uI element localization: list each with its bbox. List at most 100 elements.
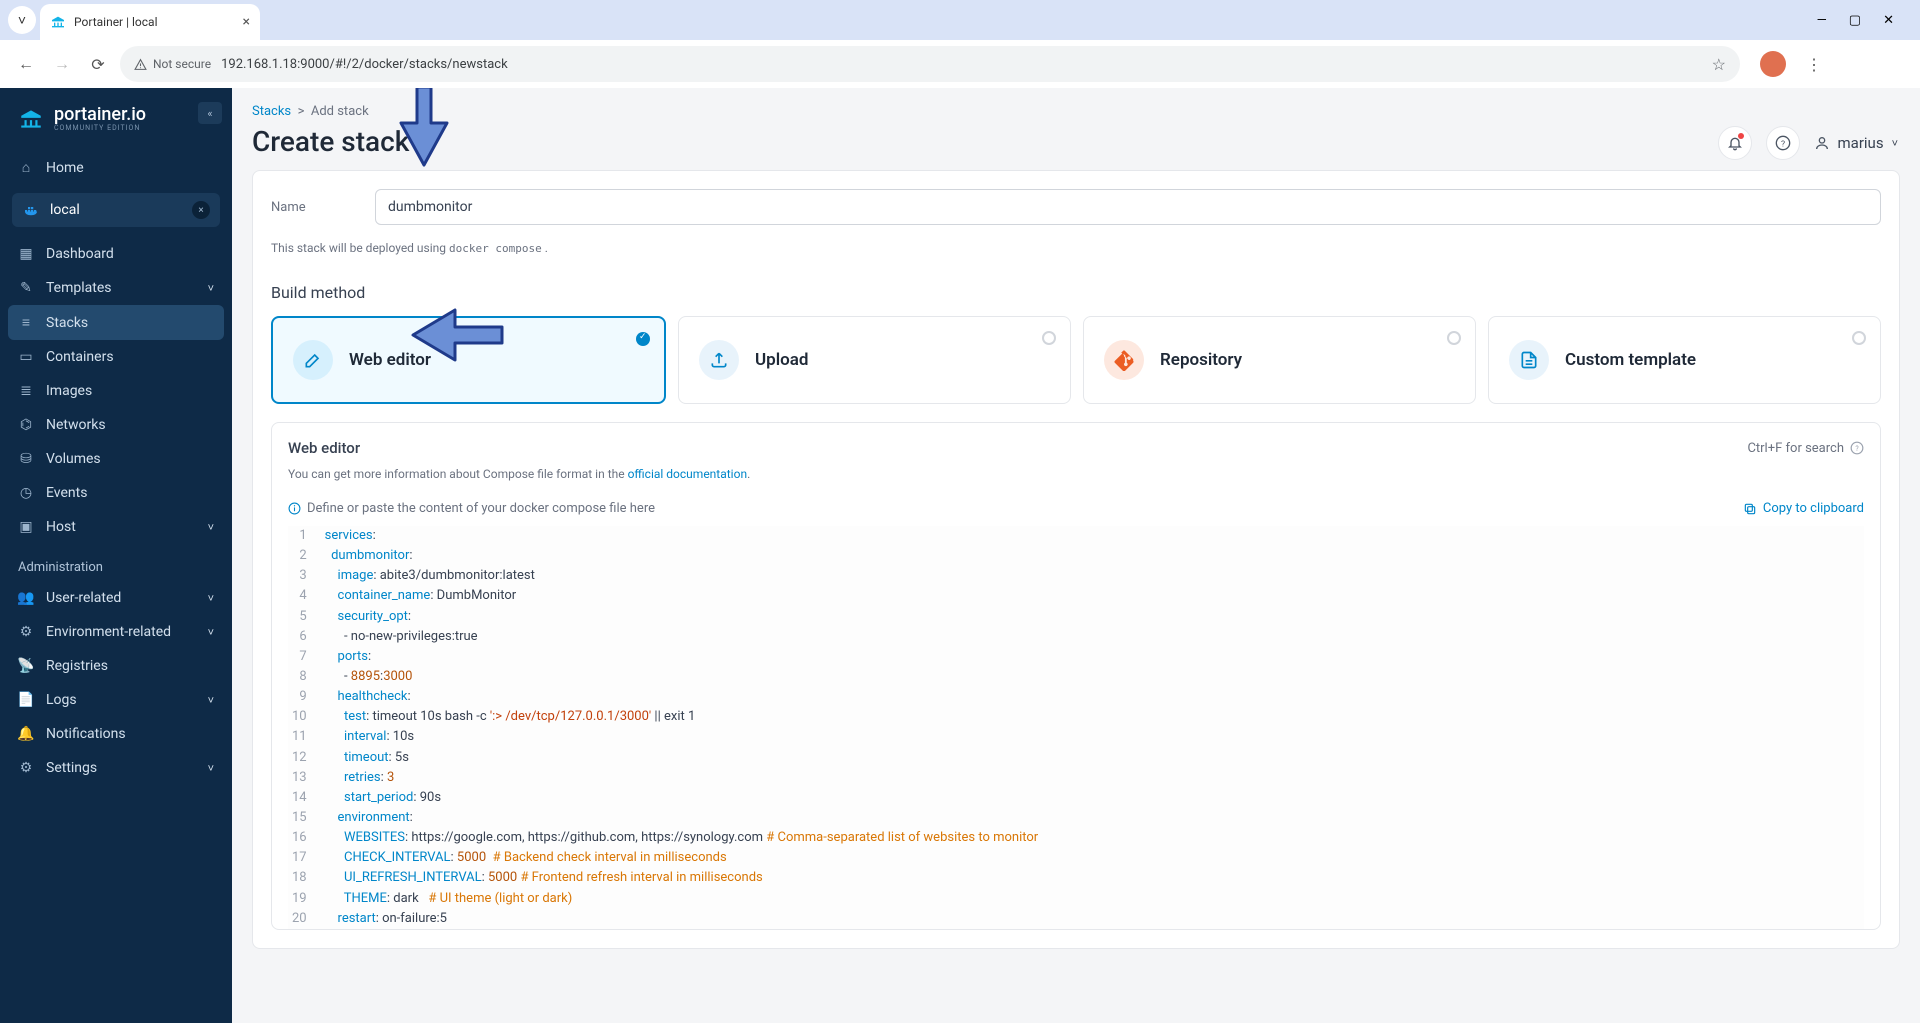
sidebar-item-images[interactable]: ≣Images [0, 374, 232, 408]
bookmark-star-icon[interactable]: ☆ [1712, 55, 1726, 74]
templates-icon: ✎ [18, 280, 34, 296]
info-icon [288, 502, 301, 515]
copy-to-clipboard-button[interactable]: Copy to clipboard [1743, 501, 1864, 516]
environment-chip[interactable]: local × [12, 193, 220, 227]
events-icon: ◷ [18, 485, 34, 501]
address-bar[interactable]: Not secure 192.168.1.18:9000/#!/2/docker… [120, 46, 1740, 82]
sidebar-item-networks[interactable]: ⌬Networks [0, 408, 232, 442]
help-icon[interactable]: ? [1766, 126, 1800, 160]
browser-tab[interactable]: Portainer | local × [40, 4, 260, 40]
sidebar-item-volumes[interactable]: ⛁Volumes [0, 442, 232, 476]
chevron-down-icon: ˅ [208, 282, 214, 295]
svg-text:?: ? [1855, 445, 1859, 453]
logo-text: portainer.io [54, 106, 146, 124]
sidebar-item-user-related[interactable]: 👥User-related˅ [0, 581, 232, 615]
sidebar-item-stacks[interactable]: ≡Stacks [8, 305, 224, 340]
environment-label: local [50, 202, 80, 218]
page-title: Create stack [252, 125, 409, 158]
editor-info: Define or paste the content of your dock… [288, 501, 655, 516]
help-circle-icon: ? [1850, 441, 1864, 455]
stack-name-input[interactable] [375, 189, 1881, 225]
notifications-bell-icon[interactable] [1718, 126, 1752, 160]
environment-close-icon[interactable]: × [192, 201, 210, 219]
copy-icon [1743, 502, 1757, 516]
annotation-arrow-2 [407, 300, 507, 370]
user-menu[interactable]: marius ˅ [1814, 134, 1899, 152]
logo-subtitle: COMMUNITY EDITION [54, 124, 146, 132]
method-custom-template[interactable]: Custom template [1488, 316, 1881, 404]
window-maximize-icon[interactable]: ▢ [1849, 13, 1861, 28]
breadcrumb-parent[interactable]: Stacks [252, 104, 291, 119]
sidebar-item-home[interactable]: ⌂ Home [0, 150, 232, 185]
reg-icon: 📡 [18, 658, 34, 674]
chevron-down-icon: ˅ [1892, 137, 1898, 150]
volumes-icon: ⛁ [18, 451, 34, 467]
sidebar-item-registries[interactable]: 📡Registries [0, 649, 232, 683]
sidebar: « portainer.io COMMUNITY EDITION ⌂ Home … [0, 88, 232, 1023]
chevron-down-icon: ˅ [208, 521, 214, 534]
sidebar-item-environment-related[interactable]: ⚙Environment-related˅ [0, 615, 232, 649]
tab-dropdown[interactable]: ˅ [8, 6, 36, 34]
username: marius [1838, 134, 1884, 152]
sidebar-item-logs[interactable]: 📄Logs˅ [0, 683, 232, 717]
env-icon: ⚙ [18, 624, 34, 640]
not-secure-badge: Not secure [134, 57, 211, 71]
radio-icon [1852, 331, 1866, 345]
profile-avatar[interactable] [1760, 51, 1786, 77]
code-editor[interactable]: 1234567891011121314151617181920 services… [288, 526, 1864, 929]
web-editor-panel: Web editor Ctrl+F for search ? You can g… [271, 422, 1881, 930]
host-icon: ▣ [18, 519, 34, 535]
editor-subtitle: You can get more information about Compo… [288, 467, 1864, 481]
file-icon [1509, 340, 1549, 380]
upload-icon [699, 340, 739, 380]
sidebar-item-containers[interactable]: ▭Containers [0, 340, 232, 374]
radio-icon [1042, 331, 1056, 345]
nav-reload-icon[interactable]: ⟳ [84, 50, 112, 78]
sidebar-item-host[interactable]: ▣Host˅ [0, 510, 232, 544]
user-icon [1814, 135, 1830, 151]
method-upload[interactable]: Upload [678, 316, 1071, 404]
sidebar-item-notifications[interactable]: 🔔Notifications [0, 717, 232, 751]
deploy-hint: This stack will be deployed using docker… [271, 241, 1881, 255]
window-controls: — ▢ ✕ [1817, 13, 1912, 28]
sidebar-collapse-icon[interactable]: « [198, 102, 222, 124]
docker-icon [22, 201, 40, 219]
tab-title: Portainer | local [74, 15, 235, 29]
chevron-down-icon: ˅ [208, 762, 214, 775]
containers-icon: ▭ [18, 349, 34, 365]
tab-close-icon[interactable]: × [243, 14, 250, 30]
sidebar-item-dashboard[interactable]: ▦Dashboard [0, 237, 232, 271]
stack-form-panel: Name This stack will be deployed using d… [252, 170, 1900, 949]
window-close-icon[interactable]: ✕ [1883, 13, 1894, 28]
browser-chrome: ˅ Portainer | local × — ▢ ✕ ← → ⟳ Not se… [0, 0, 1920, 88]
radio-icon [636, 332, 650, 346]
sidebar-item-settings[interactable]: ⚙Settings˅ [0, 751, 232, 785]
editor-search-hint: Ctrl+F for search ? [1747, 441, 1864, 456]
build-method-title: Build method [271, 283, 1881, 302]
sidebar-item-events[interactable]: ◷Events [0, 476, 232, 510]
images-icon: ≣ [18, 383, 34, 399]
bell-icon: 🔔 [18, 726, 34, 742]
official-docs-link[interactable]: official documentation [628, 467, 748, 481]
home-icon: ⌂ [18, 159, 34, 176]
nav-forward-icon[interactable]: → [48, 50, 76, 78]
networks-icon: ⌬ [18, 417, 34, 433]
sidebar-item-templates[interactable]: ✎Templates˅ [0, 271, 232, 305]
admin-section-label: Administration [0, 544, 232, 581]
method-repository[interactable]: Repository [1083, 316, 1476, 404]
window-minimize-icon[interactable]: — [1817, 13, 1827, 28]
browser-menu-icon[interactable]: ⋮ [1806, 55, 1822, 74]
settings-icon: ⚙ [18, 760, 34, 776]
svg-text:?: ? [1780, 139, 1784, 149]
logs-icon: 📄 [18, 692, 34, 708]
main-content: Stacks > Add stack Create stack ⟳ ? mari… [232, 88, 1920, 1023]
nav-back-icon[interactable]: ← [12, 50, 40, 78]
edit-icon [293, 340, 333, 380]
breadcrumb-current: Add stack [311, 104, 369, 119]
chevron-down-icon: ˅ [208, 626, 214, 639]
git-icon [1104, 340, 1144, 380]
chevron-down-icon: ˅ [208, 592, 214, 605]
portainer-logo-icon [18, 106, 44, 132]
name-label: Name [271, 200, 351, 215]
dashboard-icon: ▦ [18, 246, 34, 262]
